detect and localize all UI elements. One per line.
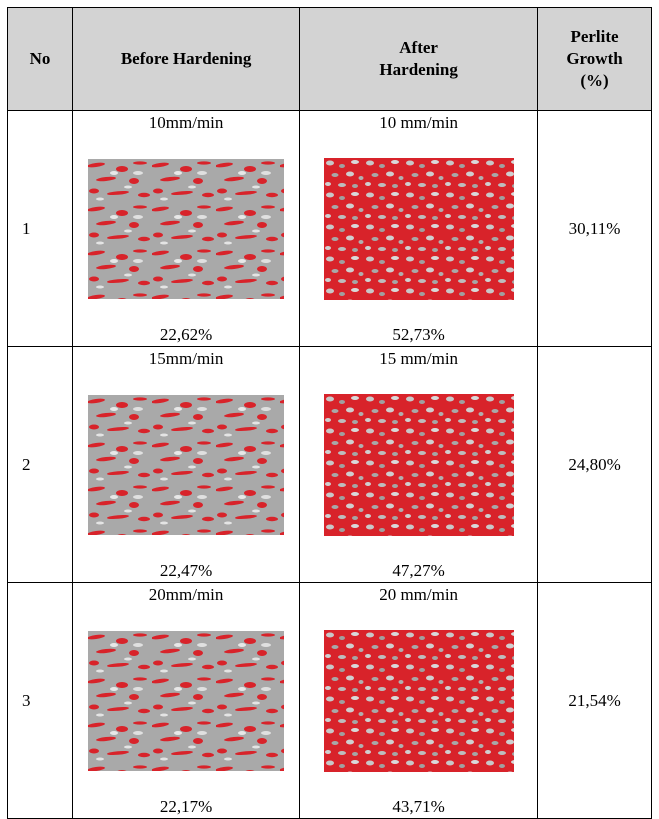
cell-content: 20 mm/min 43,71% bbox=[300, 585, 537, 817]
table-row: 2 15mm/min 22,47% 15 mm/min 47,27% 24,80% bbox=[8, 347, 652, 583]
cell-content: 20mm/min 22,17% bbox=[73, 585, 299, 817]
row-number: 1 bbox=[8, 111, 73, 347]
micrograph-texture bbox=[88, 631, 284, 771]
speed-label: 15 mm/min bbox=[379, 349, 458, 369]
header-cell: No bbox=[8, 8, 73, 111]
micrograph-texture bbox=[88, 159, 284, 299]
micrograph-texture bbox=[324, 394, 514, 536]
table-row: 3 20mm/min 22,17% 20 mm/min 43,71% 21,54% bbox=[8, 583, 652, 819]
growth-value: 21,54% bbox=[538, 583, 652, 819]
speed-label: 20mm/min bbox=[149, 585, 224, 605]
growth-value: 30,11% bbox=[538, 111, 652, 347]
perlite-value: 22,17% bbox=[160, 797, 212, 817]
page: No Before Hardening After Hardening Perl… bbox=[0, 0, 659, 816]
speed-label: 15mm/min bbox=[149, 349, 224, 369]
header-row: No Before Hardening After Hardening Perl… bbox=[8, 8, 652, 111]
micrograph bbox=[88, 395, 284, 535]
perlite-value: 47,27% bbox=[392, 561, 444, 581]
before-cell: 15mm/min 22,47% bbox=[72, 347, 299, 583]
header-text: Before Hardening bbox=[121, 48, 251, 70]
row-number: 2 bbox=[8, 347, 73, 583]
row-number: 3 bbox=[8, 583, 73, 819]
micrograph bbox=[324, 158, 514, 300]
micrograph-texture bbox=[324, 158, 514, 300]
speed-label: 10mm/min bbox=[149, 113, 224, 133]
speed-label: 20 mm/min bbox=[379, 585, 458, 605]
micrograph bbox=[324, 630, 514, 772]
micrograph bbox=[88, 159, 284, 299]
after-cell: 20 mm/min 43,71% bbox=[300, 583, 538, 819]
header-cell: Perlite Growth (%) bbox=[538, 8, 652, 111]
header-cell: Before Hardening bbox=[72, 8, 299, 111]
micrograph bbox=[324, 394, 514, 536]
perlite-value: 22,62% bbox=[160, 325, 212, 345]
header-text: No bbox=[30, 48, 51, 70]
results-table: No Before Hardening After Hardening Perl… bbox=[7, 7, 652, 819]
micrograph bbox=[88, 631, 284, 771]
perlite-value: 52,73% bbox=[392, 325, 444, 345]
before-cell: 20mm/min 22,17% bbox=[72, 583, 299, 819]
perlite-value: 43,71% bbox=[392, 797, 444, 817]
table-row: 1 10mm/min 22,62% 10 mm/min 52,73% 30,11% bbox=[8, 111, 652, 347]
cell-content: 10mm/min 22,62% bbox=[73, 113, 299, 345]
header-text: After Hardening bbox=[364, 37, 474, 81]
growth-value: 24,80% bbox=[538, 347, 652, 583]
header-cell: After Hardening bbox=[300, 8, 538, 111]
before-cell: 10mm/min 22,62% bbox=[72, 111, 299, 347]
perlite-value: 22,47% bbox=[160, 561, 212, 581]
speed-label: 10 mm/min bbox=[379, 113, 458, 133]
micrograph-texture bbox=[88, 395, 284, 535]
cell-content: 10 mm/min 52,73% bbox=[300, 113, 537, 345]
cell-content: 15 mm/min 47,27% bbox=[300, 349, 537, 581]
header-text: Perlite Growth (%) bbox=[560, 26, 630, 92]
after-cell: 10 mm/min 52,73% bbox=[300, 111, 538, 347]
cell-content: 15mm/min 22,47% bbox=[73, 349, 299, 581]
micrograph-texture bbox=[324, 630, 514, 772]
after-cell: 15 mm/min 47,27% bbox=[300, 347, 538, 583]
